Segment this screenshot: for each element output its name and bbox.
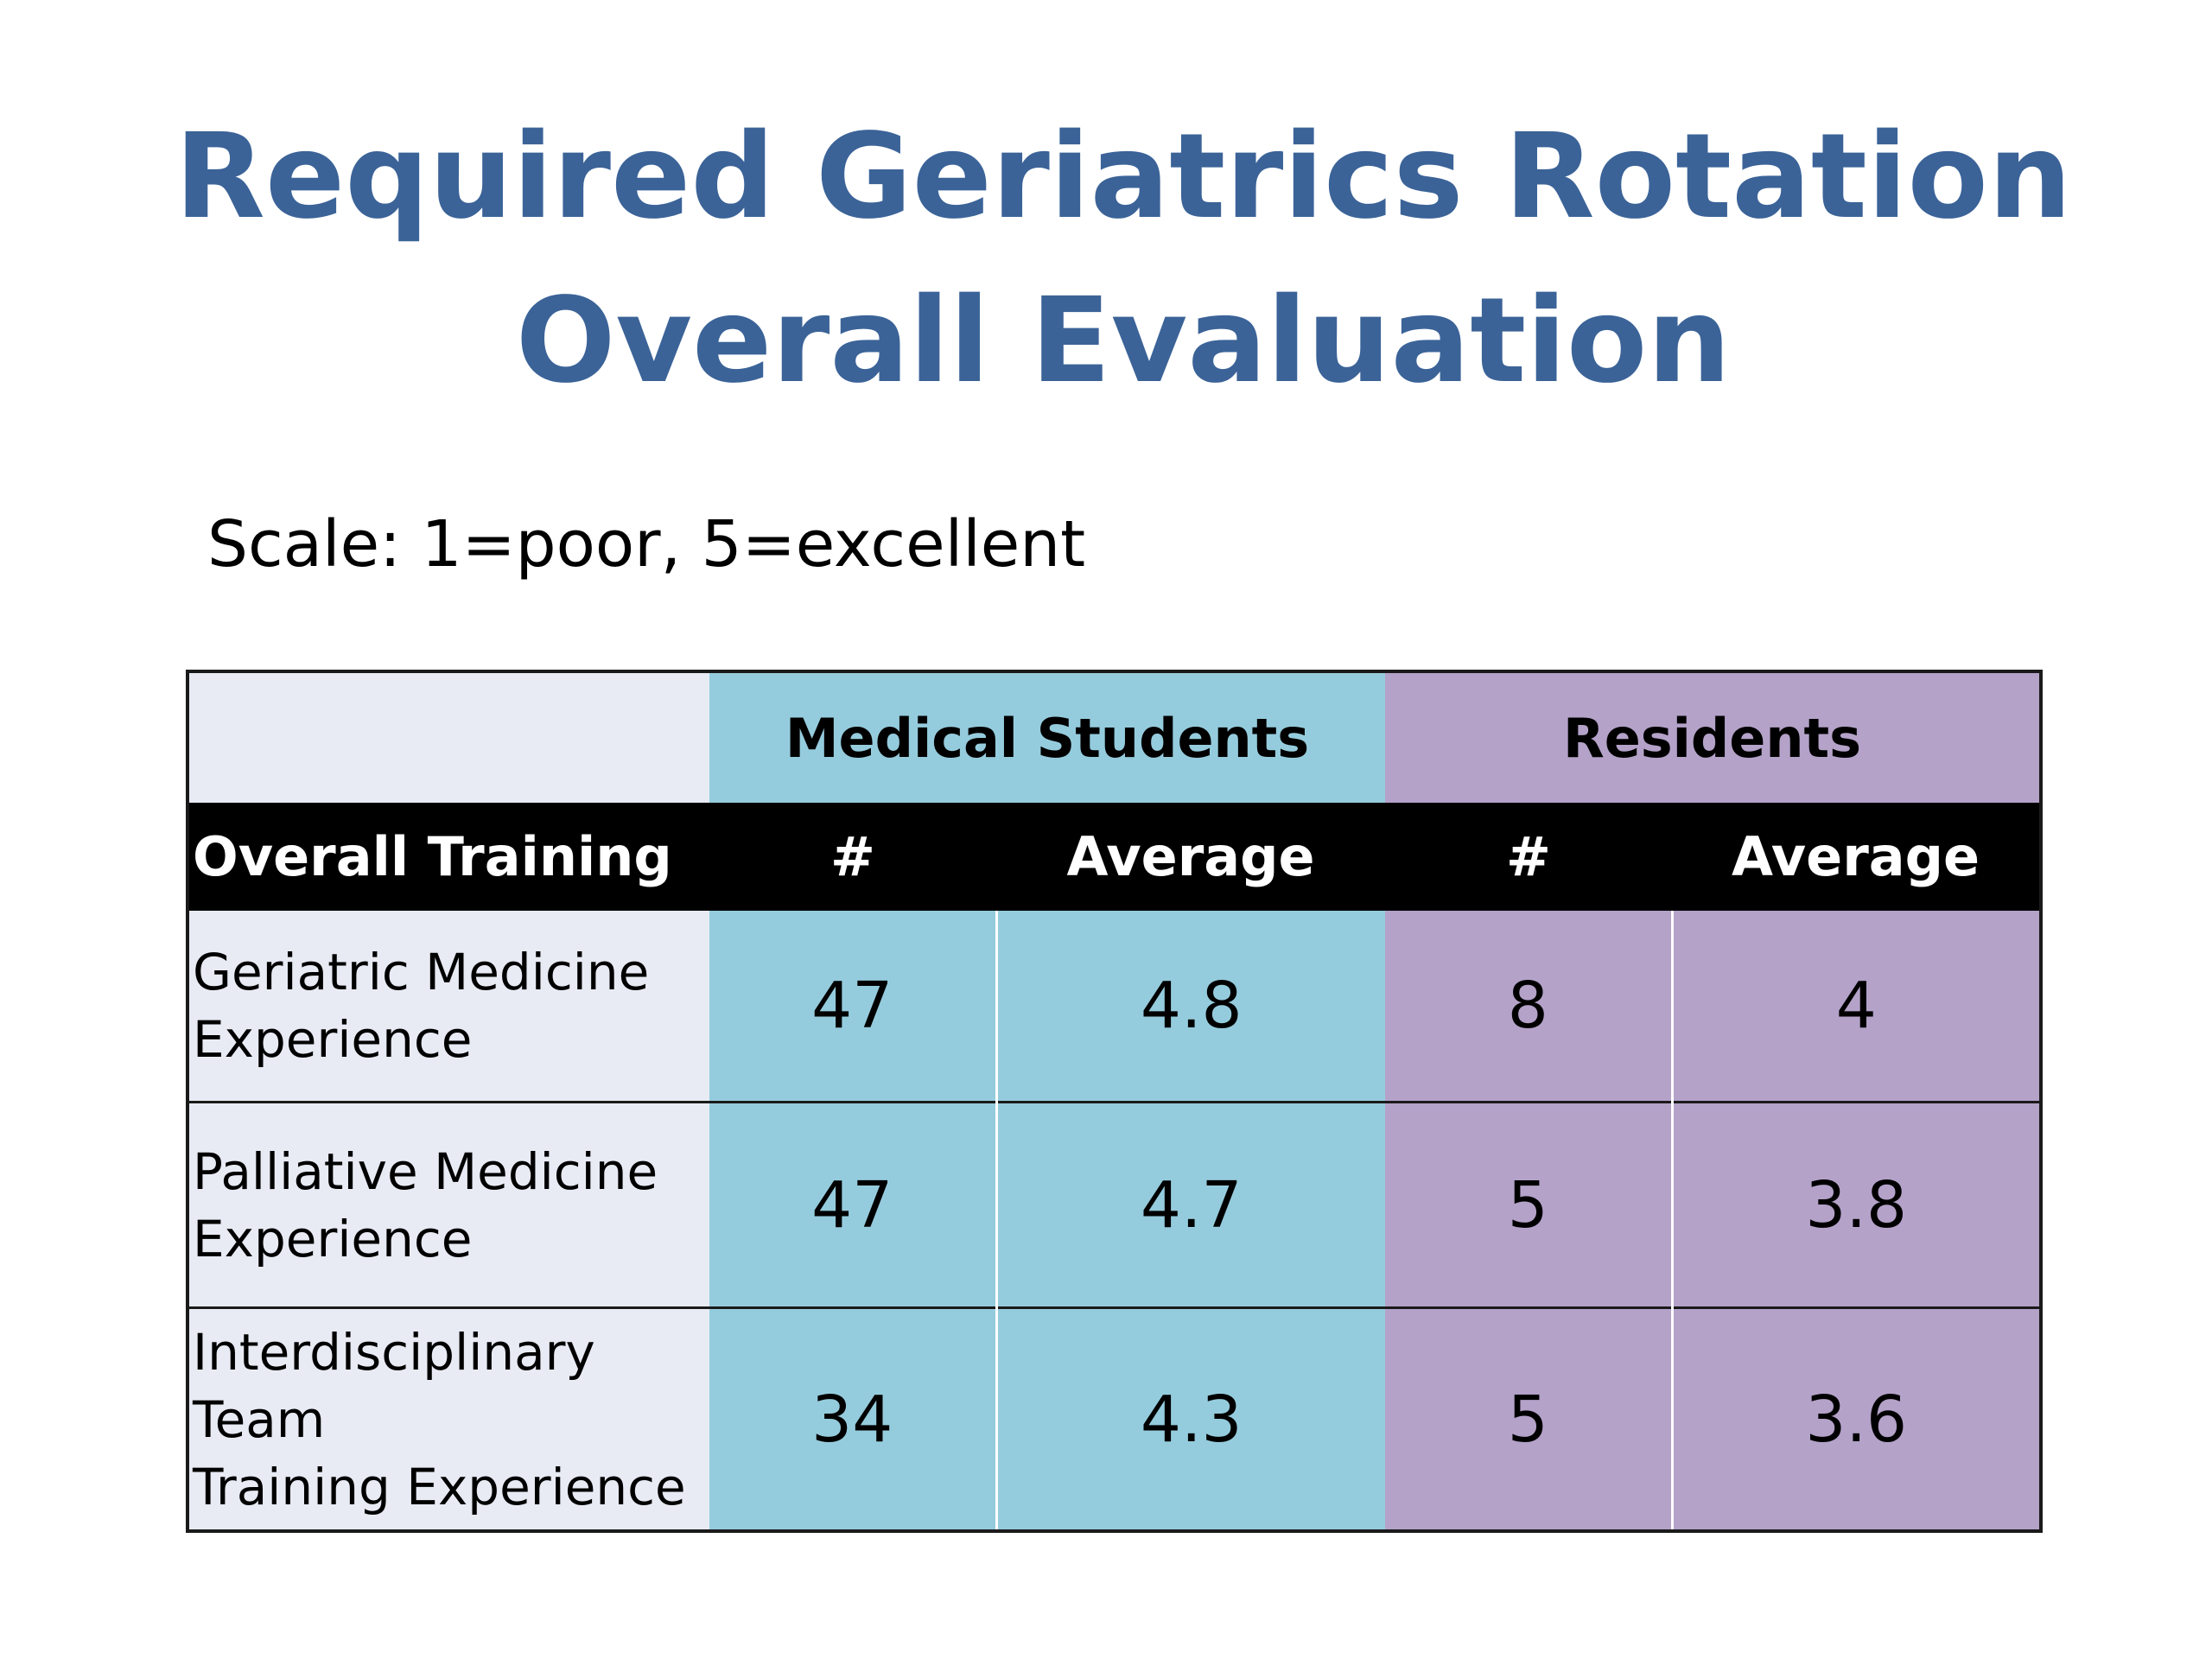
- row-label: Interdisciplinary Team Training Experienc…: [188, 1306, 709, 1531]
- row-label-line-1: Interdisciplinary Team: [193, 1322, 595, 1449]
- slide-title: Required Geriatrics Rotation Overall Eva…: [0, 95, 2212, 423]
- column-header-ms-average: Average: [996, 803, 1386, 911]
- row-label-line-1: Geriatric Medicine: [193, 943, 650, 1001]
- table-row: Palliative Medicine Experience 47 4.7 5 3…: [188, 1101, 2042, 1308]
- ms-count-cell: 47: [709, 1101, 996, 1308]
- row-label-line-2: Experience: [193, 1209, 473, 1268]
- ms-count-cell: 34: [709, 1306, 996, 1531]
- res-count-cell: 5: [1385, 1306, 1673, 1531]
- title-line-1: Required Geriatrics Rotation: [175, 109, 2072, 245]
- group-header-row: Medical Students Residents: [188, 671, 2042, 803]
- res-count-cell: 8: [1385, 911, 1673, 1103]
- scale-note: Scale: 1=poor, 5=excellent: [207, 507, 1086, 582]
- row-label-line-2: Training Experience: [193, 1457, 686, 1516]
- row-label: Palliative Medicine Experience: [188, 1101, 709, 1308]
- evaluation-table: Medical Students Residents Overall Train…: [186, 670, 2044, 1533]
- group-header-medical-students: Medical Students: [709, 671, 1386, 803]
- row-label-line-1: Palliative Medicine: [193, 1141, 658, 1201]
- column-header-ms-count: #: [709, 803, 996, 911]
- res-average-cell: 3.8: [1670, 1101, 2042, 1308]
- res-count-cell: 5: [1385, 1101, 1673, 1308]
- column-header-res-count: #: [1385, 803, 1673, 911]
- table-row: Geriatric Medicine Experience 47 4.8 8 4: [188, 911, 2042, 1103]
- table-row: Interdisciplinary Team Training Experienc…: [188, 1306, 2042, 1531]
- res-average-cell: 3.6: [1670, 1306, 2042, 1531]
- ms-count-cell: 47: [709, 911, 996, 1103]
- ms-average-cell: 4.7: [995, 1101, 1386, 1308]
- row-label-line-2: Experience: [193, 1010, 473, 1069]
- column-header-row: Overall Training # Average # Average: [188, 803, 2042, 911]
- column-header-res-average: Average: [1672, 803, 2042, 911]
- ms-average-cell: 4.8: [995, 911, 1386, 1103]
- group-header-residents: Residents: [1385, 671, 2042, 803]
- row-label: Geriatric Medicine Experience: [188, 911, 709, 1103]
- title-line-2: Overall Evaluation: [515, 273, 1732, 410]
- ms-average-cell: 4.3: [995, 1306, 1386, 1531]
- res-average-cell: 4: [1670, 911, 2042, 1103]
- corner-cell: [188, 671, 709, 803]
- column-header-overall-training: Overall Training: [188, 803, 709, 911]
